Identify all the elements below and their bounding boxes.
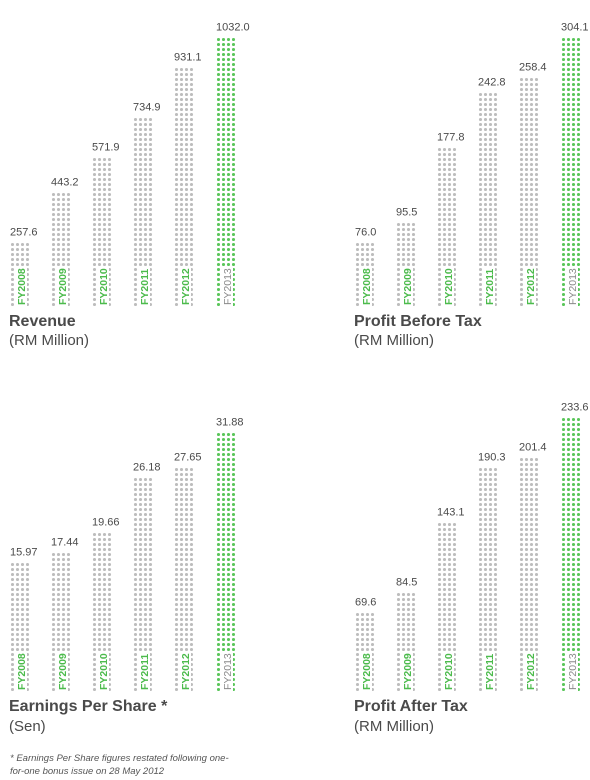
category-label: FY2010 <box>98 268 110 305</box>
category-label: FY2010 <box>443 653 455 690</box>
category-label: FY2009 <box>402 268 414 305</box>
category-label: FY2009 <box>402 653 414 690</box>
value-label: 571.9 <box>92 142 120 154</box>
category-label-background <box>361 266 372 306</box>
footnote: * Earnings Per Share figures restated fo… <box>10 753 229 777</box>
category-label-background <box>484 651 495 691</box>
bar-fy2010 <box>92 157 112 307</box>
category-label: FY2008 <box>361 653 373 690</box>
category-label-background <box>180 651 191 691</box>
chart-title: Revenue <box>9 313 76 330</box>
value-label: 734.9 <box>133 102 161 114</box>
category-label: FY2010 <box>443 268 455 305</box>
value-label: 84.5 <box>396 577 417 589</box>
profit-before-tax-chart: 76.0 FY2008 95.5 FY2009 177.8 FY2010 242.8 FY20… <box>345 0 590 360</box>
category-label: FY2011 <box>139 654 151 690</box>
category-label-background <box>402 266 413 306</box>
value-label: 17.44 <box>51 537 79 549</box>
category-label: FY2012 <box>525 653 537 690</box>
category-label-background <box>139 651 150 691</box>
bar-fy2010 <box>92 532 112 692</box>
value-label: 931.1 <box>174 52 202 64</box>
category-label-background <box>525 651 536 691</box>
category-label: FY2011 <box>484 269 496 305</box>
value-label: 304.1 <box>561 22 589 34</box>
category-label-background <box>525 266 536 306</box>
category-label-background <box>361 651 372 691</box>
category-label: FY2013 <box>567 268 579 305</box>
value-label: 190.3 <box>478 452 506 464</box>
category-label: FY2011 <box>139 269 151 305</box>
category-label: FY2009 <box>57 268 69 305</box>
value-label: 443.2 <box>51 177 79 189</box>
bar-fy2013 <box>561 417 581 692</box>
value-label: 26.18 <box>133 462 161 474</box>
chart-unit: (RM Million) <box>354 718 434 735</box>
category-label: FY2008 <box>16 268 28 305</box>
chart-title: Earnings Per Share * <box>9 698 168 715</box>
value-label: 27.65 <box>174 452 202 464</box>
earnings-per-share-plot: 15.97 FY2008 17.44 FY2009 19.66 FY2010 26.18 FY… <box>10 417 244 692</box>
category-label-background <box>57 651 68 691</box>
category-label-background <box>98 651 109 691</box>
revenue-chart: 257.6 FY2008 443.2 FY2009 571.9 FY2010 734.9 FY… <box>0 0 295 360</box>
category-label: FY2012 <box>525 268 537 305</box>
chart-unit: (RM Million) <box>354 332 434 349</box>
category-label: FY2013 <box>222 653 234 690</box>
value-label: 257.6 <box>10 227 38 239</box>
chart-unit: (RM Million) <box>9 332 89 349</box>
value-label: 143.1 <box>437 507 465 519</box>
category-label-background <box>222 651 233 691</box>
earnings-per-share-chart: 15.97 FY2008 17.44 FY2009 19.66 FY2010 26.18 FY… <box>0 400 295 736</box>
value-label: 258.4 <box>519 62 547 74</box>
value-label: 1032.0 <box>216 22 250 34</box>
category-label: FY2010 <box>98 653 110 690</box>
category-label-background <box>402 651 413 691</box>
bar-fy2013 <box>216 37 236 307</box>
category-label-background <box>567 266 578 306</box>
value-label: 15.97 <box>10 547 38 559</box>
category-label: FY2008 <box>361 268 373 305</box>
bar-fy2009 <box>51 552 71 692</box>
chart-unit: (Sen) <box>9 718 46 735</box>
profit-after-tax-plot: 69.6 FY2008 84.5 FY2009 143.1 FY2010 190.3 FY20… <box>355 402 589 692</box>
bar-fy2013 <box>561 37 581 307</box>
chart-title: Profit After Tax <box>354 698 468 715</box>
category-label-background <box>16 266 27 306</box>
category-label-background <box>484 266 495 306</box>
category-label-background <box>16 651 27 691</box>
profit-after-tax-chart: 69.6 FY2008 84.5 FY2009 143.1 FY2010 190.3 FY20… <box>345 400 590 736</box>
category-label: FY2008 <box>16 653 28 690</box>
value-label: 31.88 <box>216 417 244 429</box>
profit-before-tax-plot: 76.0 FY2008 95.5 FY2009 177.8 FY2010 242.8 FY20… <box>355 22 589 307</box>
category-label-background <box>567 651 578 691</box>
value-label: 19.66 <box>92 517 120 529</box>
category-label-background <box>222 266 233 306</box>
value-label: 76.0 <box>355 227 376 239</box>
value-label: 69.6 <box>355 597 376 609</box>
category-label-background <box>443 266 454 306</box>
revenue-plot: 257.6 FY2008 443.2 FY2009 571.9 FY2010 734.9 FY… <box>10 22 250 307</box>
value-label: 201.4 <box>519 442 547 454</box>
category-label: FY2011 <box>484 654 496 690</box>
chart-title: Profit Before Tax <box>354 313 482 330</box>
category-label: FY2013 <box>567 653 579 690</box>
value-label: 233.6 <box>561 402 589 414</box>
category-label-background <box>98 266 109 306</box>
category-label-background <box>443 651 454 691</box>
category-label-background <box>57 266 68 306</box>
value-label: 95.5 <box>396 207 417 219</box>
category-label: FY2009 <box>57 653 69 690</box>
value-label: 242.8 <box>478 77 506 89</box>
value-label: 177.8 <box>437 132 465 144</box>
category-label: FY2012 <box>180 653 192 690</box>
category-label: FY2012 <box>180 268 192 305</box>
category-label: FY2013 <box>222 268 234 305</box>
category-label-background <box>139 266 150 306</box>
category-label-background <box>180 266 191 306</box>
